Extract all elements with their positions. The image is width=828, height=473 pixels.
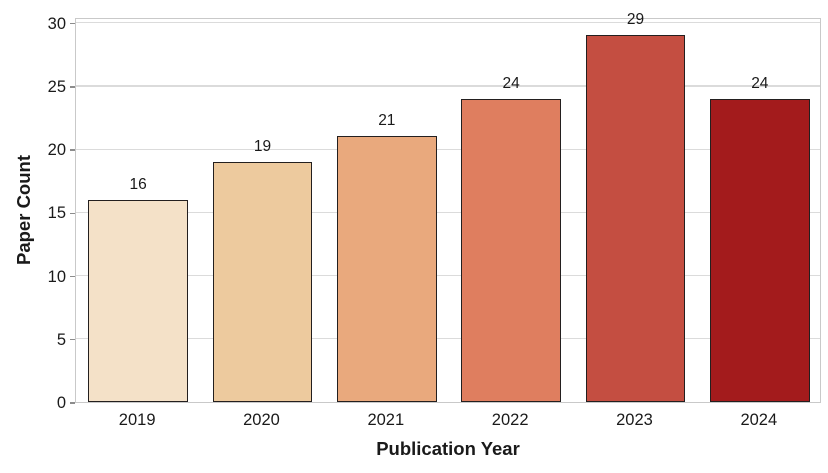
- y-tick-label-10: 10: [47, 267, 66, 286]
- x-tick-label-2019: 2019: [118, 411, 156, 429]
- plot-area: 16 19 21 24 29 24: [75, 11, 821, 403]
- bar-value-label-2021: 21: [378, 112, 396, 130]
- y-tick-label-5: 5: [56, 330, 66, 349]
- y-tick-mark-25: [70, 86, 75, 88]
- bar-2019: [88, 199, 188, 402]
- x-tick-label-2021: 2021: [367, 411, 405, 429]
- gridline-y10: [76, 274, 820, 277]
- x-axis-label: Publication Year: [376, 438, 520, 459]
- x-tick-label-2024: 2024: [740, 411, 778, 429]
- y-tick-label-25: 25: [47, 77, 66, 96]
- y-tick-mark-10: [70, 275, 75, 278]
- y-tick-mark-15: [70, 212, 75, 215]
- y-tick-label-0: 0: [56, 394, 66, 412]
- bar-value-label-2020: 19: [253, 137, 272, 155]
- gridline-y5: [76, 338, 820, 340]
- gridline-y25: [76, 85, 820, 87]
- y-tick-label-30: 30: [47, 14, 66, 33]
- bar-2020: [212, 161, 313, 402]
- x-tick-label-2020: 2020: [243, 411, 280, 429]
- bar-value-label-2022: 24: [502, 74, 520, 92]
- bar-value-label-2024: 24: [751, 74, 769, 92]
- y-tick-mark-20: [70, 149, 75, 151]
- bar-value-label-2023: 29: [626, 11, 645, 29]
- gridline-y30: [76, 22, 820, 24]
- y-tick-label-20: 20: [47, 141, 66, 160]
- y-tick-mark-5: [70, 339, 75, 341]
- x-tick-label-2022: 2022: [491, 411, 529, 429]
- bar-2023: [585, 35, 686, 402]
- bar-2021: [337, 136, 437, 402]
- bar-2022: [461, 98, 561, 402]
- y-tick-label-15: 15: [47, 204, 66, 223]
- y-tick-mark-30: [70, 22, 75, 25]
- y-tick-mark-0: [70, 402, 75, 404]
- gridline-y20: [76, 148, 820, 150]
- bar-value-label-2019: 16: [129, 175, 147, 193]
- bar-2024: [710, 98, 810, 402]
- gridline-y15: [76, 211, 820, 213]
- x-tick-label-2023: 2023: [616, 411, 653, 429]
